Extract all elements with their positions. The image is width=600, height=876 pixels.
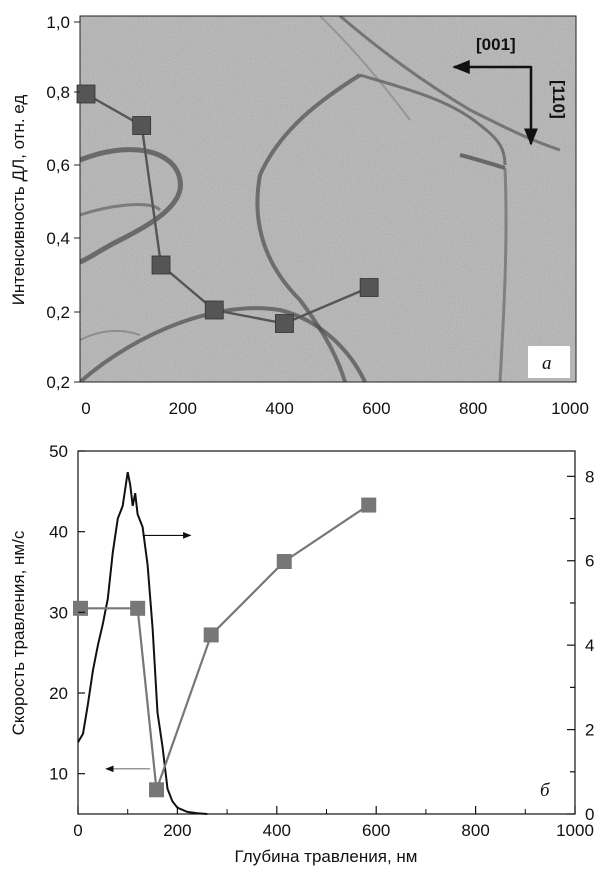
panel-a-y-tick-label: 0,8 [46, 83, 70, 102]
panel-b: 10 20 30 40 50 0 2 4 6 8 0 200 400 600 800 1000 б Ско… [9, 442, 594, 866]
panel-a-y-tick-label: 0,2 [46, 373, 70, 392]
panel-b-x-tick-label: 600 [362, 821, 390, 840]
panel-b-data-point [276, 554, 292, 570]
panel-a-tag-box [528, 346, 570, 378]
panel-b-tag: б [540, 780, 551, 801]
panel-b-y-tick-label: 20 [49, 684, 68, 703]
panel-b-y2-tick-label: 6 [585, 552, 594, 571]
panel-b-data-point [149, 782, 165, 798]
panel-b-x-tick-label: 400 [263, 821, 291, 840]
panel-a-x-tick-label: 800 [459, 399, 487, 418]
panel-a-y-ticks: 0,2 0,2 0,4 0,6 0,8 1,0 [46, 13, 80, 392]
panel-a-x-tick-label: 600 [362, 399, 390, 418]
panel-b-y-tick-label: 10 [49, 765, 68, 784]
panel-b-y2-tick-label: 2 [585, 721, 594, 740]
panel-b-annotations [105, 532, 192, 773]
panel-b-y2-tick-label: 0 [585, 805, 594, 824]
micrograph-background [80, 16, 576, 382]
panel-b-x-ticks: 0 200 400 600 800 1000 [73, 806, 594, 840]
direction-label-110: [110] [549, 80, 568, 119]
panel-b-x-tick-label: 200 [163, 821, 191, 840]
panel-a-data-point [76, 84, 96, 104]
panel-a-data-point [204, 300, 224, 320]
panel-a-x-tick-label: 200 [169, 399, 197, 418]
panel-a-y-axis-label: Интенсивность ДЛ, отн. ед [9, 95, 28, 306]
panel-a-y-tick-label: 0,2 [46, 303, 70, 322]
panel-a-y-tick-label: 1,0 [46, 13, 70, 32]
panel-b-y-tick-label: 40 [49, 523, 68, 542]
panel-a-y-tick-label: 0,4 [46, 229, 70, 248]
panel-b-data-point [203, 627, 219, 643]
panel-b-x-axis-label: Глубина травления, нм [235, 847, 418, 866]
panel-a-data-point [132, 116, 152, 135]
panel-a-series [76, 84, 379, 333]
panel-b-y2-tick-label: 4 [585, 636, 594, 655]
panel-b-x-tick-label: 0 [73, 821, 82, 840]
panel-a-data-point [275, 314, 294, 333]
panel-b-intensity-curve [77, 471, 208, 815]
panel-b-y-tick-label: 50 [49, 442, 68, 461]
panel-a-data-point [151, 255, 171, 275]
panel-a-x-ticks: 0 200 400 600 800 1000 [81, 399, 589, 418]
panel-a-x-tick-label: 0 [81, 399, 90, 418]
direction-label-001: [001] [476, 35, 516, 54]
panel-b-right-y-ticks: 0 2 4 6 8 [567, 467, 594, 824]
panel-b-y-axis-label: Скорость травления, нм/с [9, 530, 28, 735]
panel-a-data-point [359, 278, 379, 297]
panel-b-left-y-ticks: 10 20 30 40 50 [49, 442, 85, 784]
panel-b-series [72, 471, 377, 815]
panel-b-y-tick-label: 30 [49, 603, 68, 622]
panel-b-y2-tick-label: 8 [585, 467, 594, 486]
panel-b-data-point [72, 600, 88, 616]
panel-b-rate-line [80, 504, 370, 791]
panel-a: 0,2 0,2 0,4 0,6 0,8 1,0 0 200 400 600 800 1000 [00… [9, 13, 589, 418]
panel-a-y-tick-label: 0,6 [46, 156, 70, 175]
panel-a-x-tick-label: 400 [265, 399, 293, 418]
panel-b-data-point [130, 600, 146, 616]
panel-b-x-tick-label: 800 [461, 821, 489, 840]
direction-indicator: [001] [110] [452, 35, 568, 146]
panel-a-frame [79, 15, 577, 383]
panel-b-x-tick-label: 1000 [556, 821, 594, 840]
panel-a-x-tick-label: 1000 [551, 399, 589, 418]
panel-b-data-point [361, 497, 377, 513]
panel-a-tag: а [542, 353, 552, 374]
